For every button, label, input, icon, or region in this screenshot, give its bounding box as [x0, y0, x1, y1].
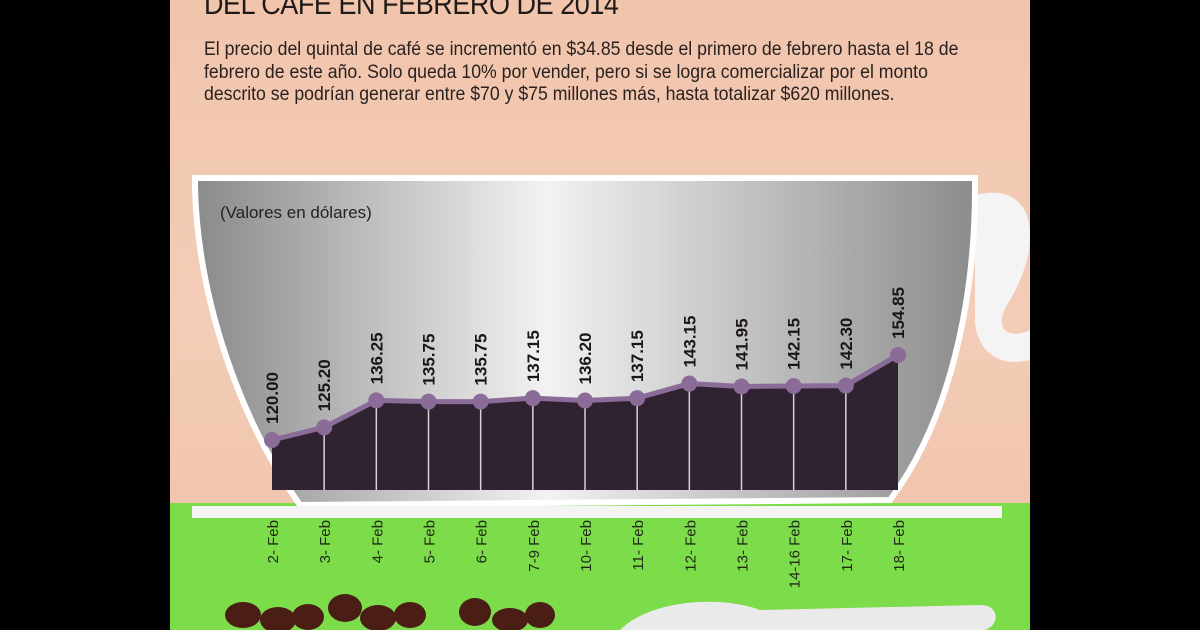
x-tick-label: 2- Feb — [265, 520, 282, 563]
saucer-rim — [192, 506, 1002, 518]
data-point — [524, 390, 541, 407]
x-tick-label: 14-16 Feb — [787, 520, 804, 588]
x-tick-label: 13- Feb — [735, 520, 752, 572]
x-tick-label: 7-9 Feb — [526, 520, 543, 572]
data-point — [316, 419, 333, 436]
chart-svg: 120.00 2- Feb 125.20 3- Feb 136.25 4- Feb 135.… — [192, 175, 1030, 630]
data-point — [629, 390, 646, 407]
data-point — [785, 377, 802, 394]
x-tick-label: 10- Feb — [578, 520, 595, 572]
value-label: 154.85 — [889, 287, 908, 339]
units-label: (Valores en dólares) — [220, 203, 372, 222]
value-label: 137.15 — [628, 330, 647, 382]
value-label: 141.95 — [733, 318, 752, 370]
x-tick-label: 17- Feb — [839, 520, 856, 572]
value-label: 135.75 — [472, 334, 491, 386]
infographic-description: El precio del quintal de café se increme… — [204, 39, 959, 105]
data-point — [681, 375, 698, 392]
x-tick-label: 5- Feb — [422, 520, 439, 563]
value-label: 120.00 — [263, 372, 282, 424]
value-label: 143.15 — [680, 316, 699, 368]
value-label: 125.20 — [315, 359, 334, 411]
infographic-title: DEL CAFÉ EN FEBRERO DE 2014 — [204, 0, 619, 21]
cup-handle — [975, 192, 1030, 362]
value-label: 142.30 — [837, 318, 856, 370]
data-point — [472, 393, 489, 410]
data-point — [420, 393, 437, 410]
x-tick-label: 3- Feb — [317, 520, 334, 563]
infographic-panel: DEL CAFÉ EN FEBRERO DE 2014 El precio de… — [170, 0, 1030, 630]
spoon — [620, 601, 996, 630]
data-point — [577, 392, 593, 409]
x-tick-label: 18- Feb — [891, 520, 908, 572]
data-point — [264, 432, 280, 448]
data-point — [837, 377, 854, 394]
value-label: 142.15 — [785, 318, 804, 370]
value-label: 136.25 — [367, 332, 386, 384]
x-tick-label: 11- Feb — [630, 520, 647, 571]
data-point — [733, 378, 750, 395]
x-tick-label: 6- Feb — [474, 520, 491, 563]
value-label: 136.20 — [576, 332, 595, 384]
data-point — [368, 392, 385, 409]
coffee-beans — [225, 594, 555, 630]
value-label: 135.75 — [420, 334, 439, 386]
value-label: 137.15 — [524, 330, 543, 382]
data-point — [890, 347, 906, 363]
x-tick-label: 12- Feb — [682, 520, 699, 572]
x-tick-label: 4- Feb — [369, 520, 386, 563]
